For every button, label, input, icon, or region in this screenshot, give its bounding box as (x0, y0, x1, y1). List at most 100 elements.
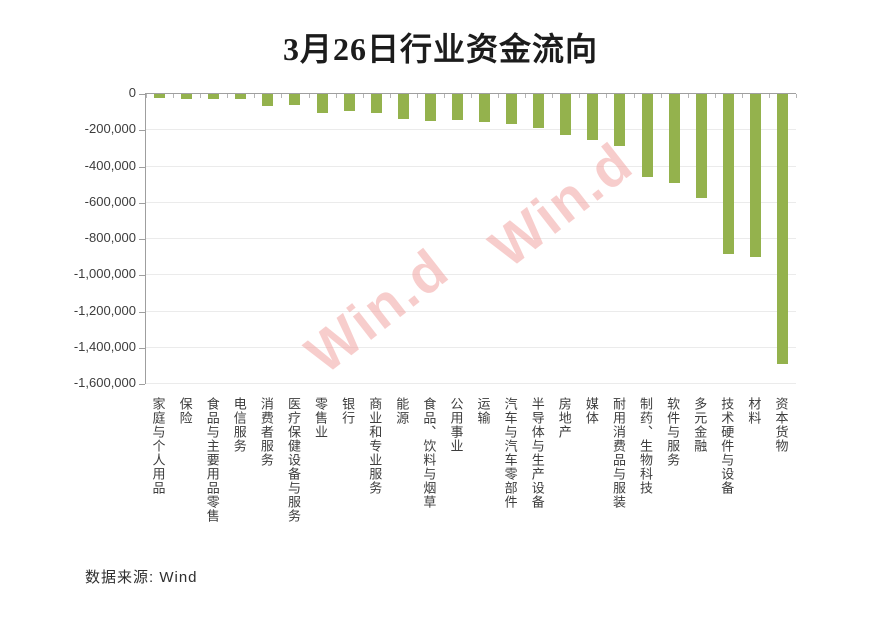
y-axis-tick (139, 384, 145, 385)
x-axis-tick (227, 94, 229, 98)
x-category-label: 食品、饮料与烟草 (421, 397, 437, 509)
bar (370, 94, 382, 113)
x-category-label: 媒体 (583, 397, 599, 425)
x-axis-tick (281, 94, 283, 98)
x-axis-tick (389, 94, 391, 98)
y-axis-tick (139, 166, 145, 168)
x-category-label: 电信服务 (231, 397, 247, 453)
x-axis-tick (714, 94, 716, 98)
bar (668, 94, 680, 183)
x-axis-tick (173, 94, 175, 98)
gridline (146, 310, 796, 312)
x-category-label: 房地产 (556, 397, 572, 439)
x-category-label: 消费者服务 (258, 397, 274, 467)
x-axis-tick (768, 94, 770, 98)
x-axis-tick (335, 94, 337, 98)
x-category-label: 商业和专业服务 (367, 397, 383, 495)
x-category-label: 半导体与生产设备 (529, 397, 545, 509)
y-tick-label: -600,000 (84, 193, 136, 209)
y-axis-tick (139, 239, 145, 240)
bar (722, 94, 734, 255)
y-tick-label: 0 (128, 85, 136, 100)
bar (235, 94, 247, 100)
gridline (146, 165, 796, 167)
gridline (146, 274, 796, 276)
x-axis-tick (498, 94, 500, 98)
x-category-label: 资本货物 (773, 397, 789, 453)
bar (451, 94, 463, 121)
x-axis-tick (471, 94, 472, 98)
x-category-label: 家庭与个人用品 (150, 397, 166, 495)
x-axis-tick (579, 94, 581, 98)
x-category-label: 多元金融 (692, 397, 708, 453)
y-tick-label: -1,400,000 (73, 338, 136, 354)
bar (533, 94, 545, 129)
y-tick-label: -400,000 (84, 157, 136, 173)
bar (560, 94, 572, 135)
chart-title: 3月26日行业资金流向 (282, 31, 598, 67)
gridline (146, 201, 796, 203)
x-category-label: 材料 (746, 397, 762, 425)
x-axis-tick (552, 94, 554, 98)
bar (424, 94, 436, 122)
y-tick-label: -1,200,000 (73, 302, 136, 318)
x-category-label: 耐用消费品与服装 (610, 397, 626, 509)
gridline (146, 383, 796, 384)
bar (695, 94, 707, 199)
x-category-label: 汽车与汽车零部件 (502, 397, 518, 509)
bar (397, 94, 409, 119)
x-axis-tick (525, 94, 527, 98)
y-axis-tick (139, 202, 145, 204)
y-axis-tick (139, 94, 145, 95)
x-category-label: 医疗保健设备与服务 (285, 397, 301, 523)
x-axis-tick (660, 94, 662, 98)
gridline (146, 238, 796, 239)
x-axis-tick (308, 94, 310, 98)
bar (343, 94, 355, 112)
x-category-label: 能源 (394, 397, 410, 425)
y-tick-label: -1,600,000 (73, 375, 136, 390)
bar (749, 94, 761, 258)
bar (262, 94, 274, 106)
x-category-label: 运输 (475, 397, 491, 425)
x-axis-tick (687, 94, 689, 98)
bar (289, 94, 301, 106)
bar (614, 94, 626, 146)
x-axis-tick (443, 94, 445, 98)
bar (506, 94, 518, 124)
x-category-label: 食品与主要用品零售 (204, 397, 220, 523)
x-category-label: 制药、生物科技 (638, 397, 654, 495)
bar (181, 94, 193, 99)
x-axis-tick (362, 94, 364, 98)
x-category-label: 零售业 (313, 397, 329, 439)
x-category-label: 保险 (177, 397, 193, 425)
gridline (146, 346, 796, 348)
x-category-label: 技术硬件与设备 (719, 397, 735, 495)
bar (208, 94, 220, 100)
x-category-label: 银行 (340, 397, 356, 425)
x-axis-tick (200, 94, 202, 98)
bar (154, 94, 166, 98)
y-tick-label: -200,000 (84, 121, 136, 137)
plot-area (139, 93, 797, 385)
x-axis-tick (254, 94, 256, 98)
y-axis-tick (139, 130, 145, 132)
data-source-label: 数据来源: Wind (85, 569, 198, 586)
x-axis-tick (606, 94, 608, 98)
y-axis-tick (139, 311, 145, 313)
bar (776, 94, 788, 365)
x-category-label: 软件与服务 (665, 397, 681, 467)
y-tick-label: -800,000 (84, 230, 136, 245)
y-tick-label: -1,000,000 (73, 266, 136, 282)
bar (587, 94, 599, 141)
gridline (146, 129, 796, 131)
x-axis-tick (796, 94, 797, 98)
x-axis-tick (416, 94, 418, 98)
x-axis-tick (633, 94, 635, 98)
bar (479, 94, 491, 122)
y-axis-tick (139, 347, 145, 349)
y-axis-tick (139, 275, 145, 277)
bar (641, 94, 653, 178)
bar (316, 94, 328, 113)
